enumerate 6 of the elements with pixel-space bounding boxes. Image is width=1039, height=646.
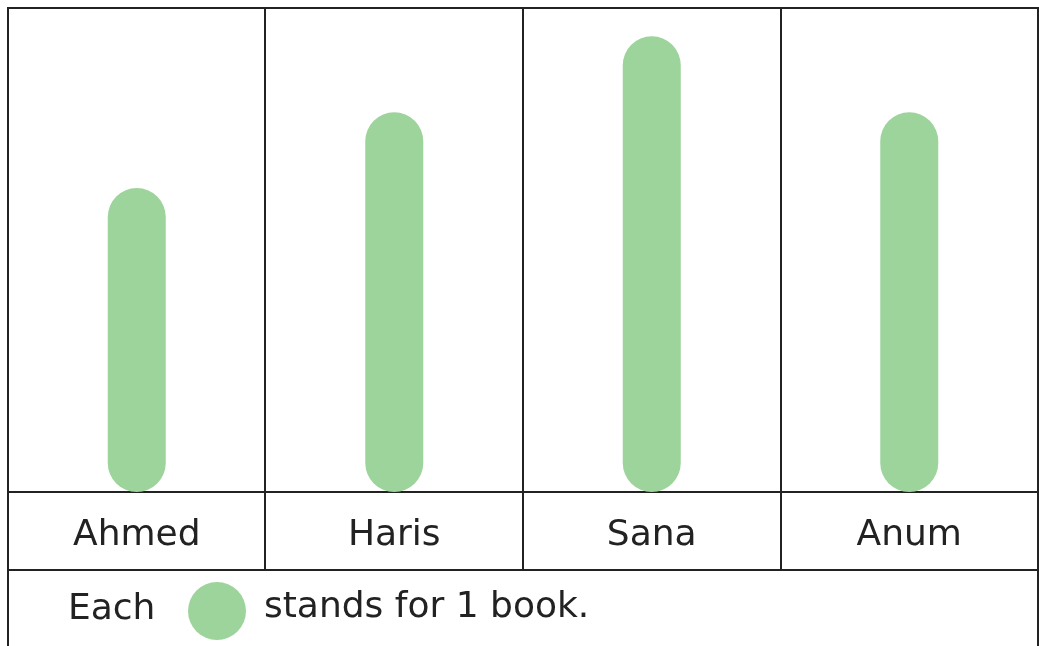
x-tick-label: Haris xyxy=(347,511,441,553)
text: Each xyxy=(68,585,156,627)
x-tick-label: Anum xyxy=(856,511,962,553)
text: stands for 1 book. xyxy=(264,583,590,625)
x-tick-label: Ahmed xyxy=(72,511,201,553)
x-tick-label: Sana xyxy=(606,511,697,553)
